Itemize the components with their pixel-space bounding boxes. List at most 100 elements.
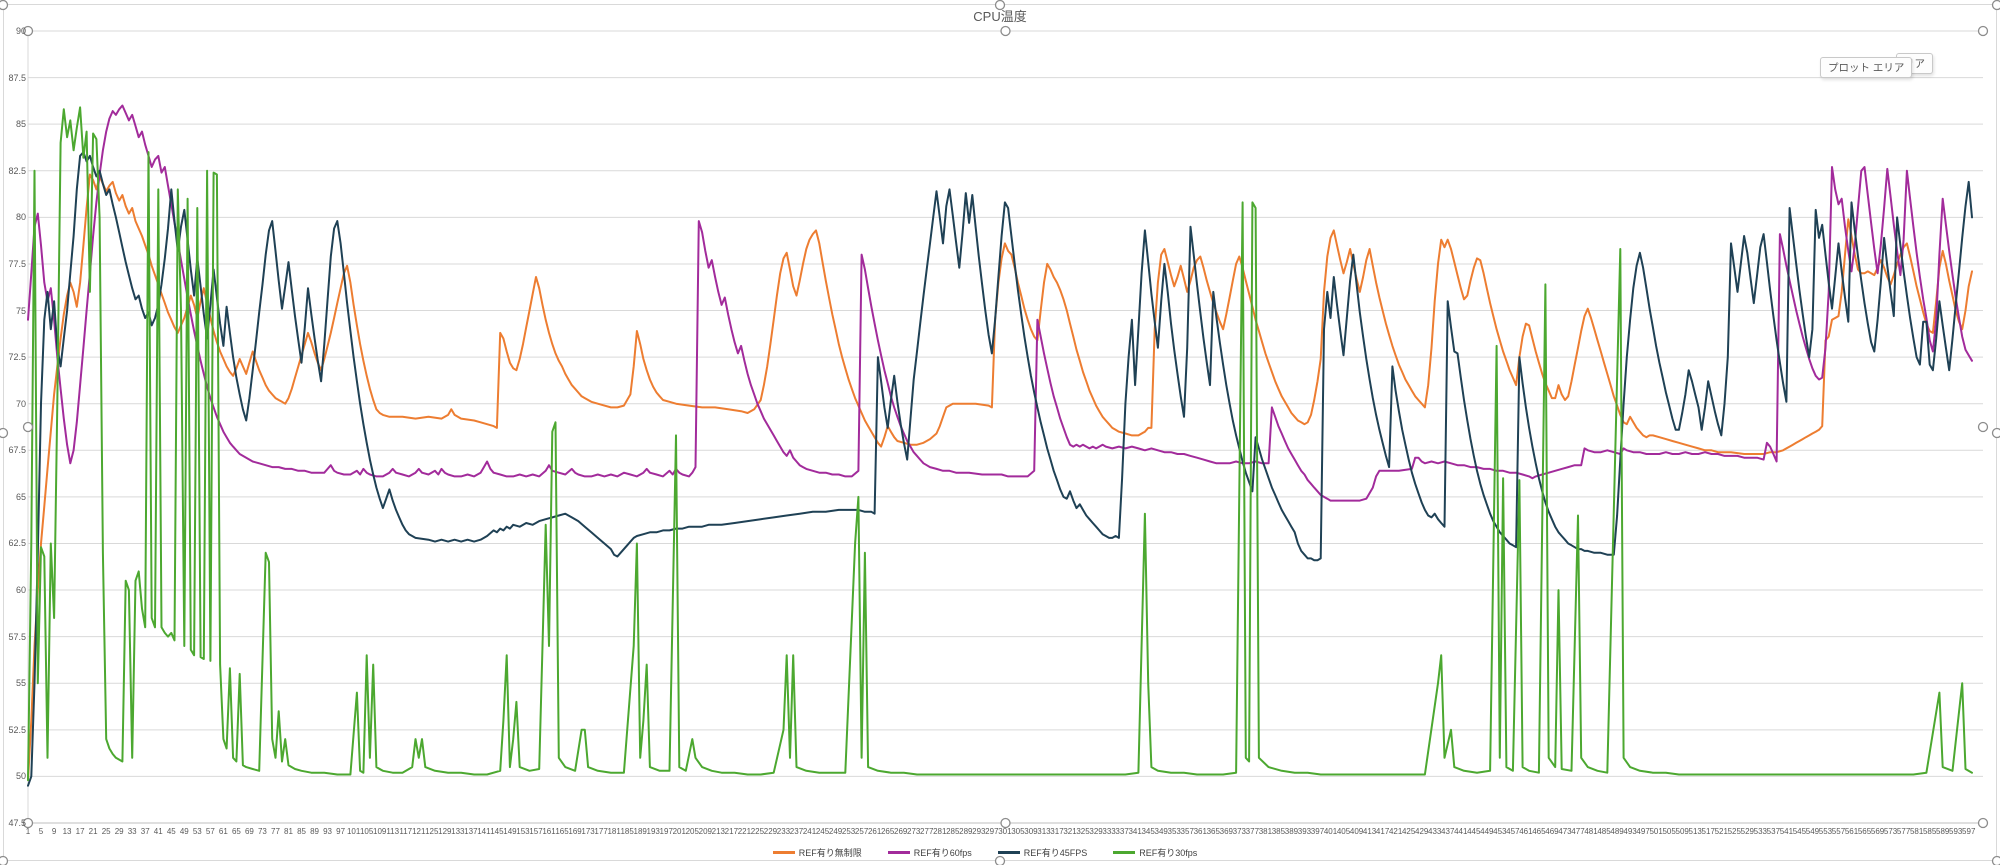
x-tick-label: 241 — [802, 827, 817, 836]
selection-handle[interactable] — [1991, 0, 2000, 11]
y-tick-label: 85 — [15, 119, 26, 130]
chart-legend[interactable]: REF有り無制限 REF有り60fps REF有り45FPS REF有り30fps — [0, 846, 1970, 859]
x-tick-label: 457 — [1506, 827, 1520, 836]
series-line-REF有り30fps[interactable] — [27, 106, 1973, 782]
y-tick-label: 67.5 — [8, 445, 26, 456]
selection-handle[interactable] — [22, 817, 34, 829]
x-tick-label: 561 — [1844, 827, 1859, 836]
x-tick-label: 261 — [867, 827, 882, 836]
selection-handle[interactable] — [1991, 855, 2000, 865]
x-tick-label: 173 — [581, 827, 595, 836]
x-tick-label: 349 — [1154, 827, 1168, 836]
x-tick-label: 113 — [386, 827, 400, 836]
x-tick-label: 521 — [1714, 827, 1728, 836]
x-tick-label: 433 — [1428, 827, 1442, 836]
x-tick-label: 293 — [972, 827, 986, 836]
series-line-REF有り45FPS[interactable] — [27, 151, 1973, 787]
x-tick-label: 489 — [1610, 827, 1624, 836]
x-tick-label: 569 — [1870, 827, 1885, 836]
selection-handle[interactable] — [1977, 421, 1989, 433]
x-tick-label: 353 — [1167, 827, 1181, 836]
x-tick-label: 69 — [244, 827, 254, 836]
selection-handle[interactable] — [1991, 427, 2000, 439]
x-tick-label: 169 — [568, 827, 582, 836]
legend-item-REF有り45FPS[interactable]: REF有り45FPS — [997, 846, 1087, 859]
y-tick-label: 65 — [15, 491, 26, 502]
x-tick-label: 1 — [25, 827, 31, 836]
selection-handle[interactable] — [994, 0, 1006, 11]
y-tick-label: 87.5 — [8, 72, 26, 83]
x-tick-label: 209 — [698, 827, 712, 836]
x-tick-label: 461 — [1519, 827, 1533, 836]
x-tick-label: 41 — [153, 827, 163, 836]
legend-label: REF有り30fps — [1139, 848, 1198, 858]
series-line-REF有り60fps[interactable] — [27, 104, 1973, 502]
x-tick-label: 177 — [594, 827, 608, 836]
x-tick-label: 341 — [1128, 827, 1142, 836]
selection-handle[interactable] — [0, 0, 9, 11]
x-tick-label: 249 — [828, 827, 843, 836]
x-tick-label: 553 — [1818, 827, 1833, 836]
x-tick-label: 361 — [1193, 827, 1207, 836]
x-tick-label: 381 — [1258, 827, 1273, 836]
x-tick-label: 101 — [346, 827, 361, 836]
x-tick-label: 549 — [1805, 827, 1820, 836]
x-tick-label: 149 — [503, 827, 517, 836]
x-tick-label: 197 — [659, 827, 673, 836]
selection-handle[interactable] — [1000, 817, 1011, 829]
selection-handle[interactable] — [22, 25, 34, 37]
x-tick-label: 129 — [438, 827, 452, 836]
selection-handle[interactable] — [22, 421, 34, 433]
x-tick-label: 565 — [1857, 827, 1872, 836]
x-tick-label: 409 — [1349, 827, 1364, 836]
x-tick-label: 229 — [763, 827, 778, 836]
selection-handle[interactable] — [1000, 25, 1011, 37]
x-tick-label: 77 — [271, 827, 280, 836]
x-tick-label: 29 — [114, 827, 124, 836]
x-tick-label: 573 — [1883, 827, 1898, 836]
x-tick-label: 425 — [1401, 827, 1416, 836]
x-tick-label: 453 — [1493, 827, 1507, 836]
selection-handle[interactable] — [994, 855, 1006, 865]
x-tick-label: 421 — [1388, 827, 1403, 836]
x-tick-label: 61 — [218, 827, 228, 836]
plot-area-tooltip: プロット エリア — [1820, 57, 1913, 78]
x-tick-label: 265 — [880, 827, 895, 836]
x-tick-label: 325 — [1076, 827, 1090, 836]
selection-handle[interactable] — [0, 427, 9, 439]
legend-item-REF有り30fps[interactable]: REF有り30fps — [1113, 846, 1197, 859]
x-tick-label: 53 — [192, 827, 202, 836]
x-tick-label: 57 — [205, 827, 215, 836]
x-tick-label: 377 — [1245, 827, 1260, 836]
x-tick-label: 577 — [1896, 827, 1911, 836]
x-tick-label: 285 — [946, 827, 960, 836]
x-tick-label: 309 — [1024, 827, 1038, 836]
x-tick-label: 449 — [1480, 827, 1494, 836]
x-tick-label: 481 — [1584, 827, 1598, 836]
tooltip-front-text: プロット エリア — [1828, 62, 1905, 74]
x-tick-label: 121 — [412, 827, 426, 836]
x-tick-label: 33 — [127, 827, 137, 836]
x-tick-label: 417 — [1375, 827, 1390, 836]
selection-handle[interactable] — [1977, 25, 1989, 37]
legend-label: REF有り60fps — [913, 848, 972, 858]
x-tick-label: 205 — [685, 827, 699, 836]
selection-handle[interactable] — [1977, 817, 1989, 829]
x-tick-label: 337 — [1115, 827, 1129, 836]
x-tick-label: 105 — [359, 827, 374, 836]
x-tick-label: 365 — [1206, 827, 1220, 836]
x-tick-label: 589 — [1936, 827, 1950, 836]
legend-item-REF有り無制限[interactable]: REF有り無制限 — [772, 846, 862, 859]
x-tick-label: 289 — [959, 827, 973, 836]
selection-handle[interactable] — [0, 855, 9, 865]
x-tick-label: 501 — [1649, 827, 1663, 836]
x-tick-label: 545 — [1792, 827, 1807, 836]
y-tick-label: 47.5 — [8, 818, 26, 828]
x-tick-label: 541 — [1779, 827, 1794, 836]
x-tick-label: 145 — [490, 827, 504, 836]
x-tick-label: 253 — [841, 827, 856, 836]
legend-item-REF有り60fps[interactable]: REF有り60fps — [887, 846, 972, 859]
x-tick-label: 97 — [336, 827, 346, 836]
chart-title[interactable]: CPU温度 — [973, 9, 1027, 24]
